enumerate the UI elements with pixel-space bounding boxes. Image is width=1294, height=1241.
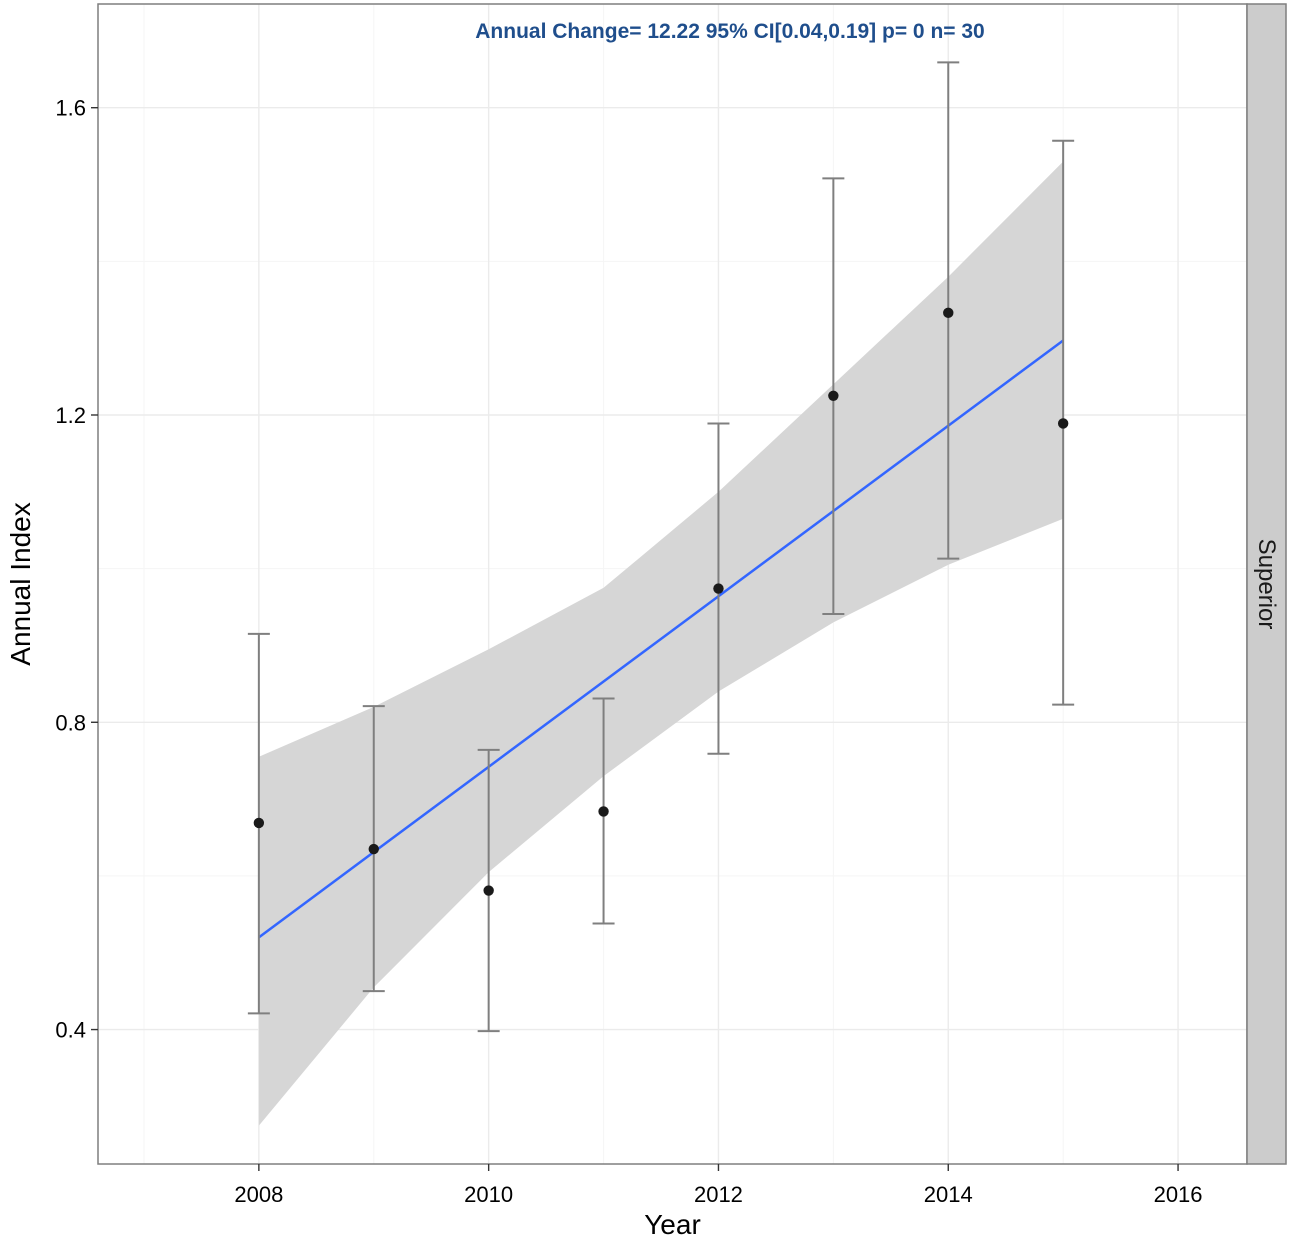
x-tick-label: 2014 <box>924 1182 973 1207</box>
facet-strip <box>1246 3 1287 1165</box>
data-point <box>253 817 265 829</box>
data-point <box>713 583 724 594</box>
data-point <box>598 806 609 817</box>
x-tick-label: 2012 <box>694 1182 743 1207</box>
trend-line <box>258 339 1064 939</box>
stats-annotation: Annual Change= 12.22 95% CI[0.04,0.19] p… <box>475 20 984 43</box>
x-tick-label: 2016 <box>1154 1182 1203 1207</box>
x-tick-label: 2008 <box>234 1182 283 1207</box>
data-point <box>483 885 494 896</box>
data-point <box>828 390 839 401</box>
data-point <box>943 307 954 319</box>
x-tick-label: 2010 <box>464 1182 513 1207</box>
y-tick-label: 0.4 <box>55 1018 86 1043</box>
data-point <box>1057 418 1069 429</box>
y-tick-label: 0.8 <box>55 710 86 735</box>
data-point <box>368 843 379 855</box>
y-axis-title: Annual Index <box>5 502 36 665</box>
x-axis-title: Year <box>644 1209 701 1240</box>
facet-label: Superior <box>1253 539 1280 630</box>
y-tick-label: 1.2 <box>55 403 86 428</box>
y-tick-label: 1.6 <box>55 96 86 121</box>
confidence-band <box>258 161 1064 1126</box>
